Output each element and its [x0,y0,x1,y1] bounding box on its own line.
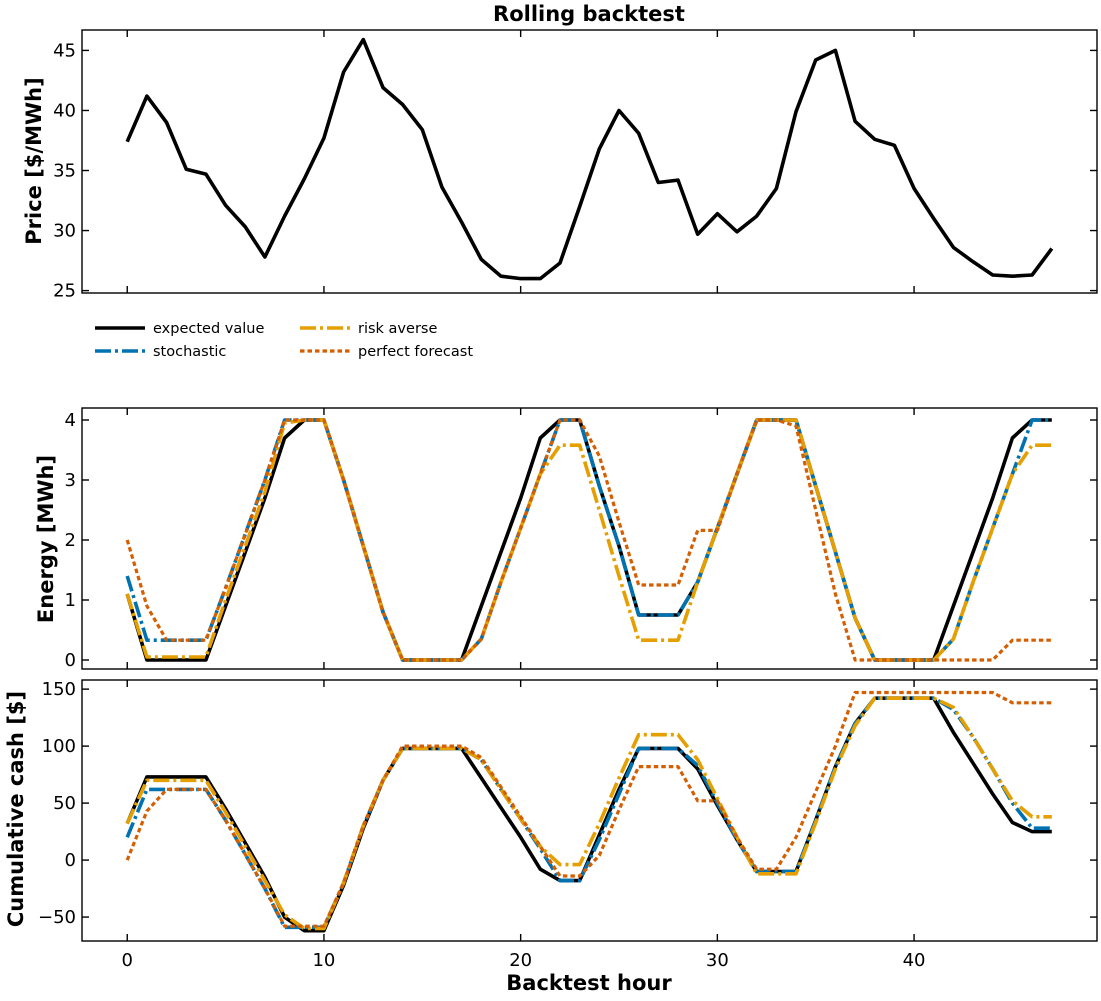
y-tick-label: 100 [42,736,76,757]
y-tick-label: 150 [42,679,76,700]
y-tick-label: 0 [65,650,76,671]
y-tick-label: 1 [65,590,76,611]
series-line-perfect-forecast [125,690,1052,928]
y-tick-label: 40 [53,100,76,121]
axes-frame [81,407,1098,670]
y-tick-label: 45 [53,40,76,61]
x-tick-label: 20 [509,950,532,971]
legend-label: stochastic [153,344,226,360]
y-tick-label: 2 [65,530,76,551]
x-tick-label: 30 [706,950,729,971]
x-tick-label: 0 [122,950,133,971]
chart-title: Rolling backtest [493,2,685,26]
energy-ylabel: Energy [MWh] [34,455,58,623]
legend-label: expected value [153,321,264,337]
series-line-stochastic [125,418,1052,662]
series-line-expected-value [125,696,1052,933]
y-tick-label: −50 [38,907,76,928]
series-line-expected-value [125,37,1054,281]
axes-frame [81,29,1098,294]
series-line-risk-averse [125,418,1052,662]
price-ylabel: Price [$/MWh] [22,77,46,244]
cash-panel: 0 10 20 30 40 −50 0 50 100 150 [38,679,1098,971]
x-tick-label: 10 [312,950,335,971]
axes-frame [81,679,1098,942]
series-line-risk-averse [125,696,1052,931]
x-axis-label: Backtest hour [506,971,672,995]
y-tick-label: 50 [53,793,76,814]
y-tick-label: 35 [53,161,76,182]
y-tick-label: 25 [53,281,76,302]
y-tick-label: 0 [65,850,76,871]
legend-label: perfect forecast [358,344,473,360]
legend-label: risk averse [358,321,437,337]
cash-ylabel: Cumulative cash [$] [4,691,28,927]
series-line-perfect-forecast [125,418,1052,662]
price-panel: 25 30 35 40 45 [53,29,1098,302]
x-tick-label: 40 [903,950,926,971]
legend: expected value stochastic risk averse perfe… [95,321,473,360]
y-tick-label: 30 [53,221,76,242]
y-tick-label: 4 [65,410,76,431]
energy-panel: 0 1 2 3 4 [65,407,1098,671]
y-tick-label: 3 [65,470,76,491]
